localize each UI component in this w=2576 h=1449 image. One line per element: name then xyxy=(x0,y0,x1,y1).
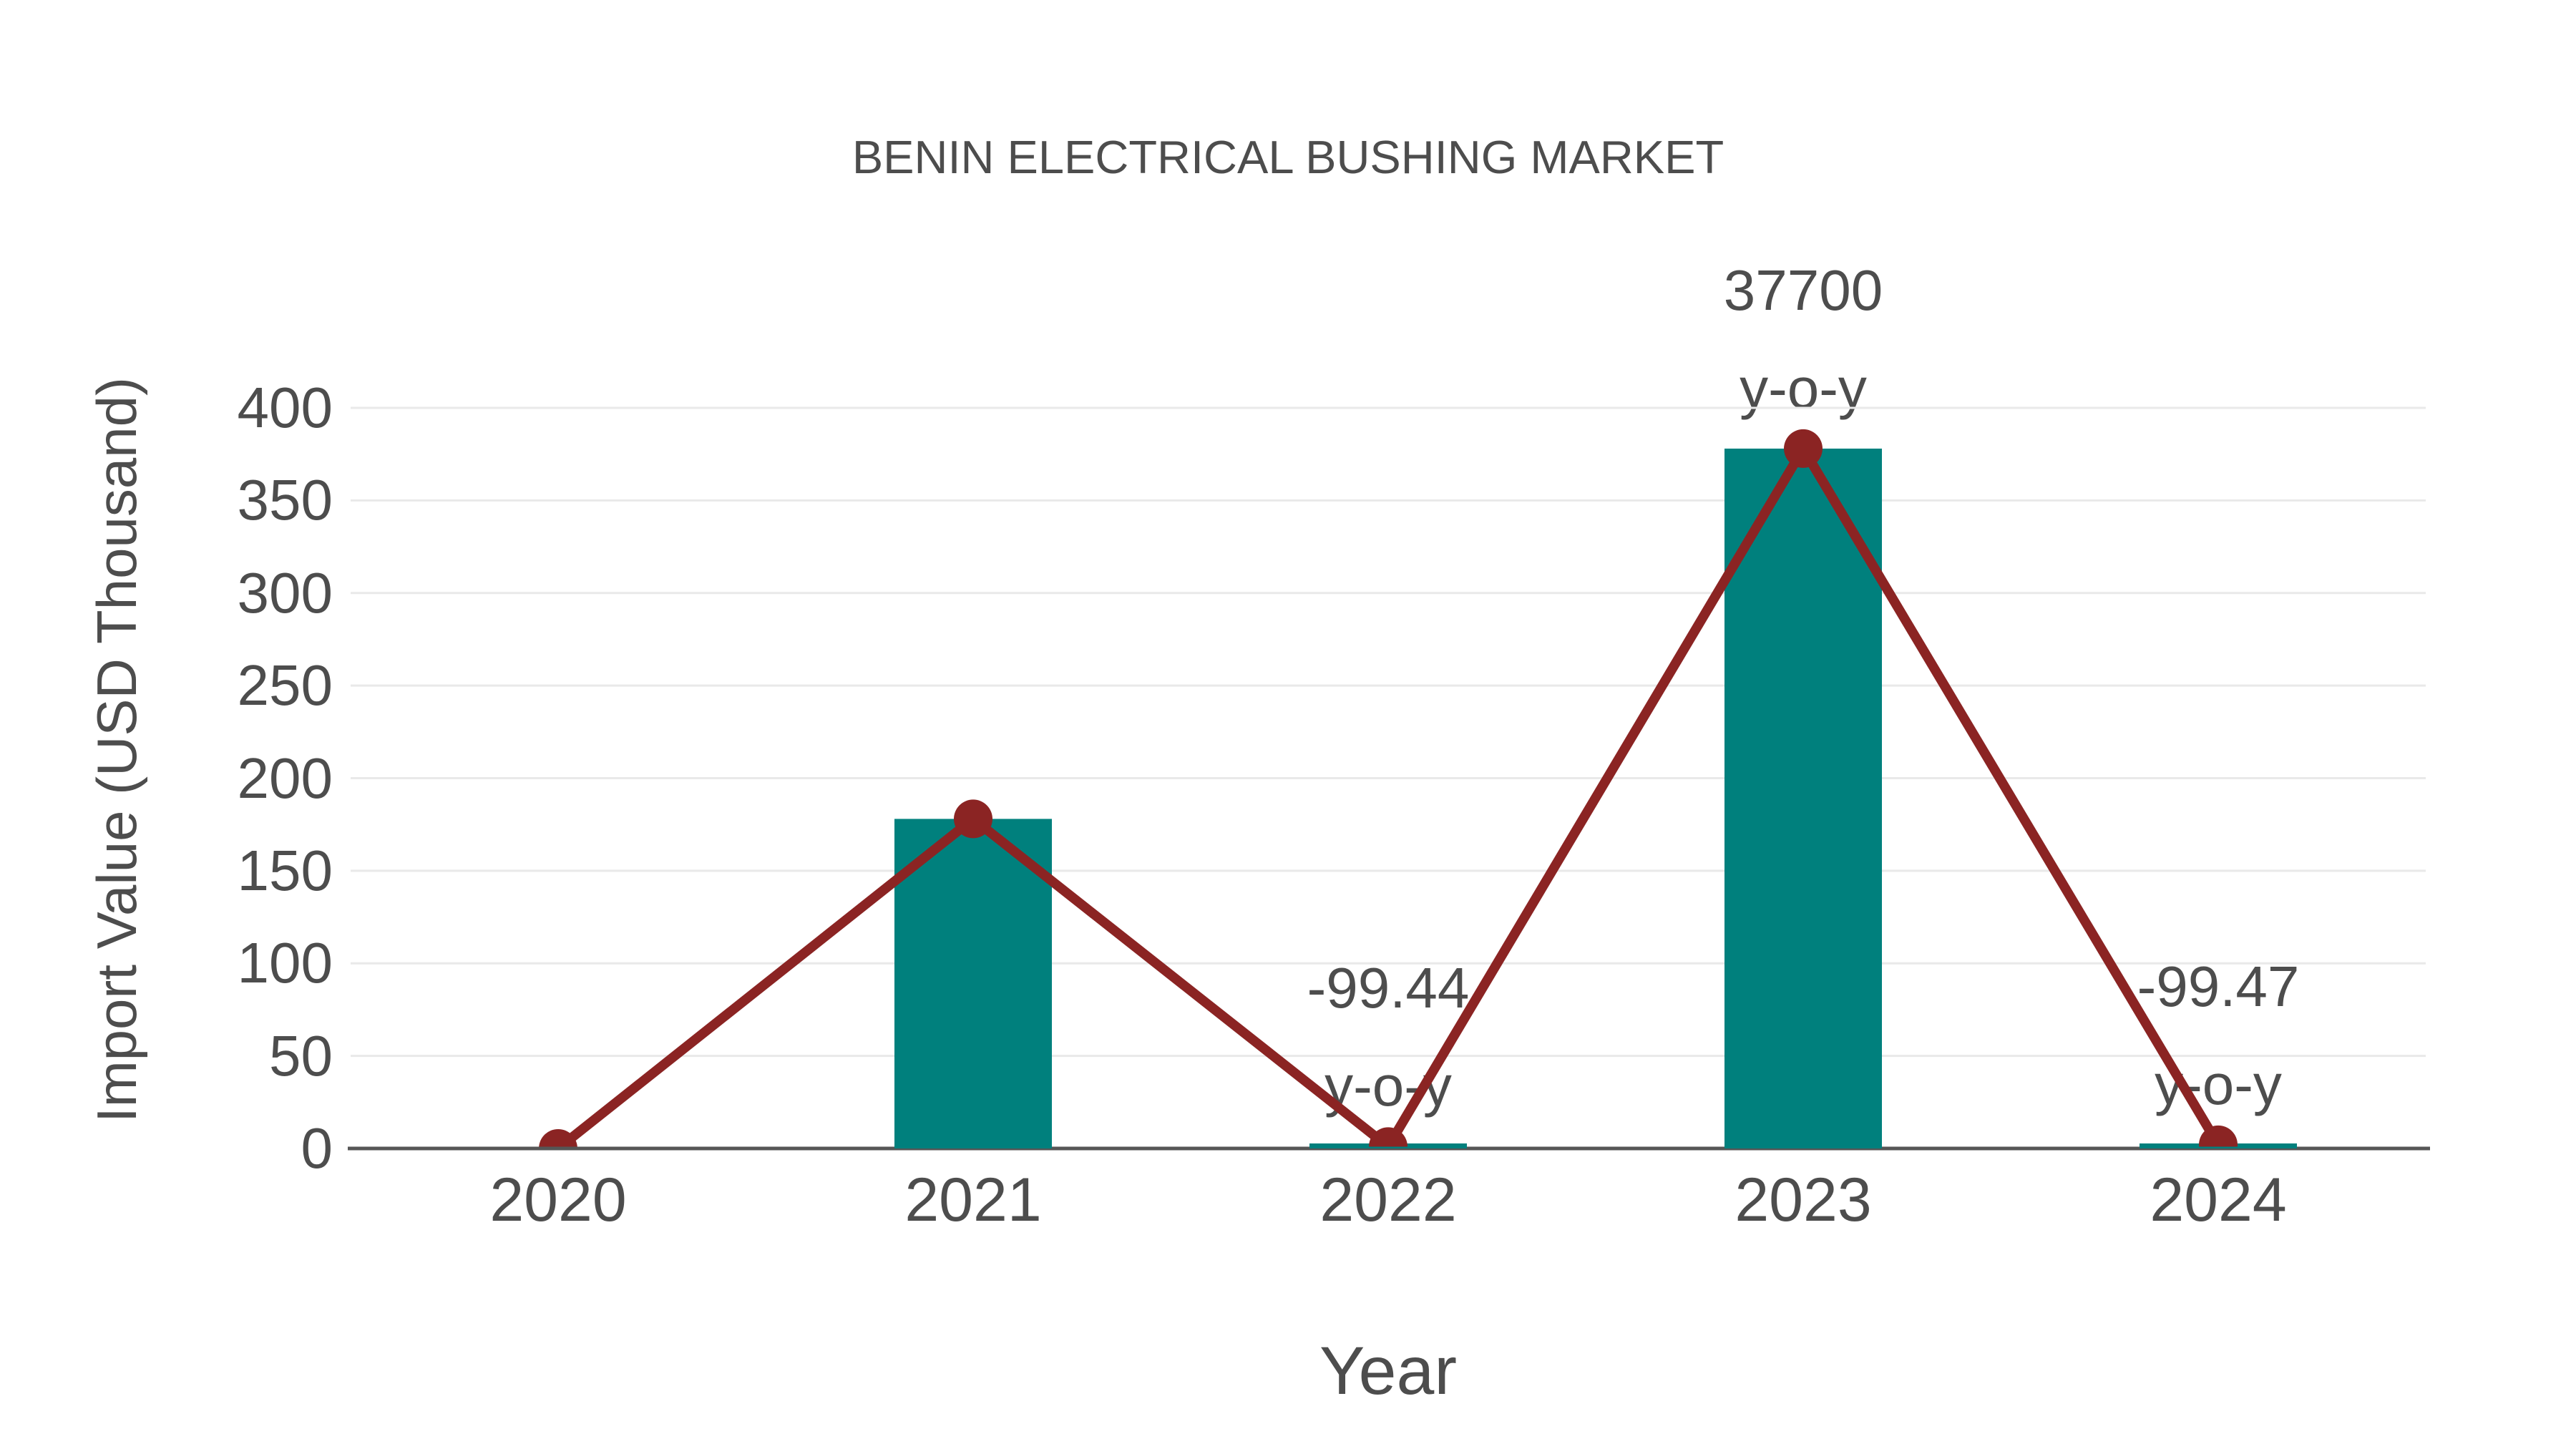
y-tick-label-50: 50 xyxy=(269,1023,333,1088)
x-tick-label-2023: 2023 xyxy=(1735,1166,1872,1234)
x-tick-label-2022: 2022 xyxy=(1319,1166,1457,1234)
annotation-2022: -99.44 y-o-y xyxy=(1174,939,1603,1135)
annotation-line: y-o-y xyxy=(1324,1054,1452,1118)
annotation-line: y-o-y xyxy=(1740,356,1867,420)
y-tick-label-300: 300 xyxy=(237,560,333,625)
annotation-line: -99.47 xyxy=(2137,954,2300,1018)
x-tick-label-2021: 2021 xyxy=(904,1166,1042,1234)
y-tick-label-0: 0 xyxy=(301,1116,333,1180)
annotation-line: 37700 xyxy=(1723,258,1883,322)
chart-title: BENIN ELECTRICAL BUSHING MARKET xyxy=(852,131,1724,183)
x-axis-title: Year xyxy=(1319,1333,1457,1409)
y-tick-label-100: 100 xyxy=(237,931,333,995)
x-tick-label-2020: 2020 xyxy=(489,1166,627,1234)
annotation-2024: -99.47 y-o-y xyxy=(2004,937,2433,1133)
annotation-line: -99.44 xyxy=(1307,956,1470,1020)
y-tick-label-150: 150 xyxy=(237,838,333,902)
y-tick-label-350: 350 xyxy=(237,468,333,532)
annotation-2023: 37700 y-o-y xyxy=(1589,241,2018,437)
y-tick-label-250: 250 xyxy=(237,653,333,718)
y-tick-label-400: 400 xyxy=(237,376,333,439)
x-tick-label-2024: 2024 xyxy=(2150,1166,2287,1234)
y-tick-label-200: 200 xyxy=(237,746,333,810)
annotation-line: y-o-y xyxy=(2155,1052,2282,1116)
